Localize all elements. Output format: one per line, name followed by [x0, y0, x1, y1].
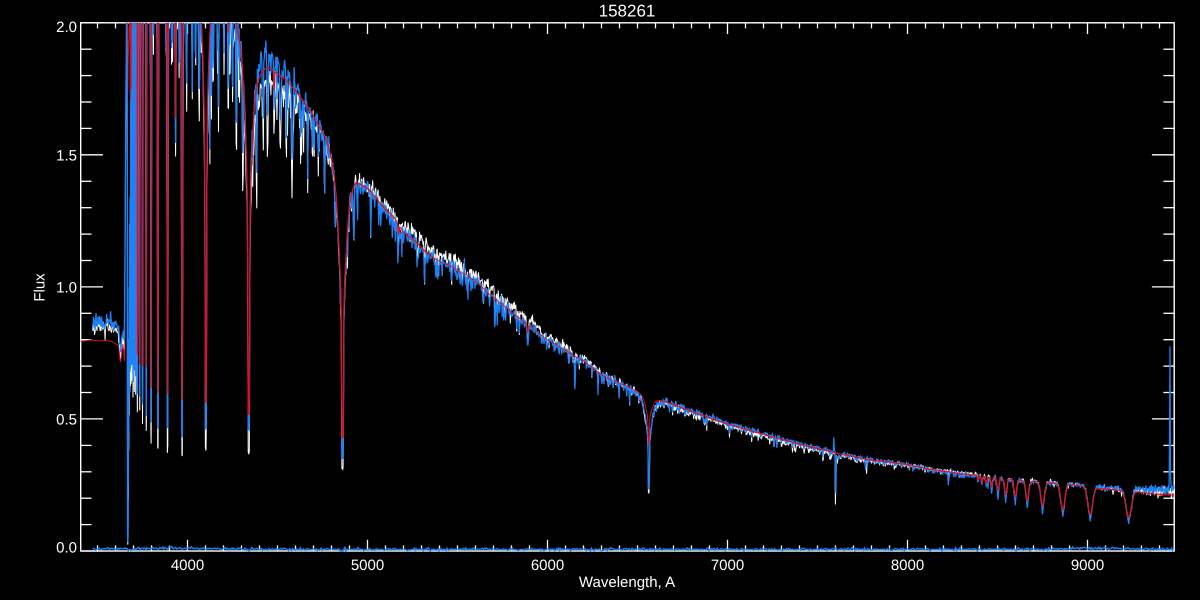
- svg-text:7000: 7000: [711, 557, 744, 574]
- svg-text:Wavelength, A: Wavelength, A: [579, 574, 675, 591]
- svg-text:1.0: 1.0: [56, 279, 77, 296]
- svg-text:0.0: 0.0: [56, 540, 77, 557]
- svg-text:6000: 6000: [531, 557, 564, 574]
- svg-text:2.0: 2.0: [56, 19, 77, 36]
- svg-text:Flux: Flux: [32, 273, 49, 302]
- svg-text:4000: 4000: [171, 557, 204, 574]
- svg-text:8000: 8000: [891, 557, 924, 574]
- svg-text:1.5: 1.5: [56, 147, 77, 164]
- svg-text:5000: 5000: [351, 557, 384, 574]
- svg-text:158261: 158261: [599, 2, 656, 21]
- svg-text:0.5: 0.5: [56, 411, 77, 428]
- svg-text:9000: 9000: [1071, 557, 1104, 574]
